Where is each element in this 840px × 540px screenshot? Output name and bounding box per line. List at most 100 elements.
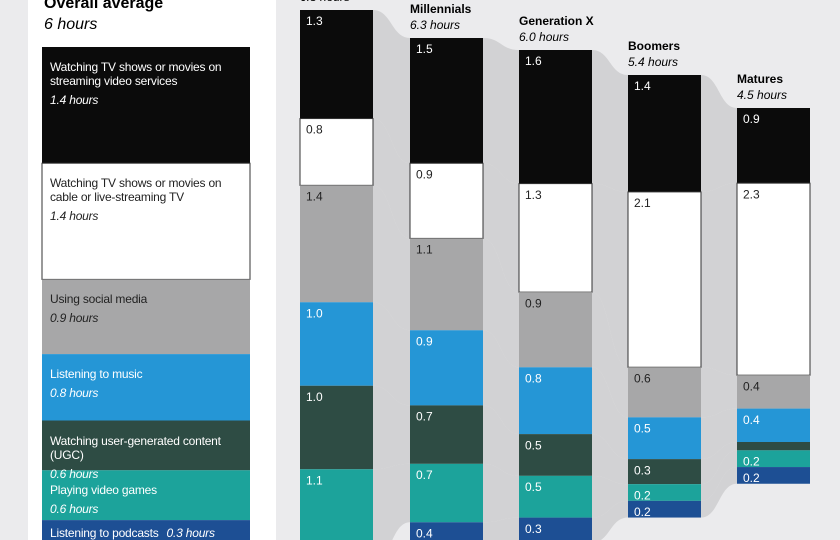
segment — [737, 467, 810, 484]
flow — [592, 367, 628, 460]
column-total: 6.0 hours — [519, 30, 569, 44]
segment — [628, 500, 701, 518]
column-name: Generation X — [519, 14, 594, 28]
series-name: Listening to podcasts — [50, 526, 159, 540]
segment — [410, 238, 483, 331]
flow — [483, 38, 519, 184]
flow — [701, 408, 737, 460]
value-label: 2.1 — [634, 196, 651, 210]
overall-segment — [42, 470, 250, 521]
value-label: 0.7 — [416, 468, 433, 482]
overall-segment — [42, 47, 250, 164]
flow — [592, 434, 628, 485]
value-label: 0.2 — [634, 488, 651, 502]
flow — [701, 367, 737, 418]
segment — [628, 367, 701, 418]
value-label: 1.0 — [306, 306, 323, 320]
segment — [300, 10, 373, 119]
value-label: 1.4 — [306, 190, 323, 204]
segment — [736, 182, 811, 376]
flow — [483, 517, 519, 540]
segment — [519, 434, 592, 476]
flow — [592, 500, 628, 540]
segment — [628, 459, 701, 485]
value-label: 1.6 — [525, 54, 542, 68]
flow — [701, 442, 737, 485]
value-label: 0.9 — [525, 296, 542, 310]
value-label: 2.3 — [743, 187, 760, 201]
value-label: 0.2 — [743, 455, 760, 469]
segment — [410, 463, 483, 523]
segment-label: Watching TV shows or movies on cable or … — [50, 176, 246, 223]
value-label: 0.2 — [634, 505, 651, 519]
column-name: Matures — [737, 72, 783, 86]
value-label: 1.3 — [306, 14, 323, 28]
segment — [628, 75, 701, 192]
flow — [592, 50, 628, 192]
column-total: 6.5 hours — [300, 0, 350, 4]
segment — [519, 475, 592, 518]
value-label: 0.6 hours — [50, 466, 99, 481]
value-label: 0.9 hours — [50, 311, 99, 326]
value-label: 1.4 — [634, 79, 651, 93]
segment-label: Listening to music 0.8 hours — [50, 367, 246, 400]
value-label: 0.3 — [634, 463, 651, 477]
flow — [701, 467, 737, 518]
value-label: 0.3 — [525, 522, 542, 536]
segment — [518, 183, 593, 293]
segment — [519, 50, 592, 184]
flow — [483, 163, 519, 293]
value-label: 1.1 — [306, 473, 323, 487]
series-name: Watching TV shows or movies on streaming… — [50, 60, 222, 88]
value-label: 1.3 — [525, 188, 542, 202]
value-label: 0.6 hours — [50, 502, 99, 517]
value-label: 0.9 — [743, 112, 760, 126]
value-label: 1.0 — [306, 390, 323, 404]
column-total: 5.4 hours — [628, 55, 678, 69]
segment — [628, 417, 701, 460]
overall-segment — [42, 354, 250, 421]
series-name: Listening to music — [50, 367, 143, 382]
value-label: 0.8 hours — [50, 386, 99, 401]
column-name: Boomers — [628, 39, 680, 53]
flow — [373, 10, 410, 164]
segment — [737, 408, 810, 442]
overall-segment — [42, 279, 250, 355]
flow — [592, 183, 628, 368]
value-label: 0.4 — [416, 526, 433, 540]
value-label: 1.1 — [416, 243, 433, 257]
flow — [373, 385, 410, 470]
value-label: 0.5 — [525, 480, 542, 494]
flows — [373, 10, 737, 540]
flow — [483, 238, 519, 368]
overall-total: 6 hours — [44, 16, 98, 33]
value-label: 0.8 — [306, 123, 323, 137]
series-name: Using social media — [50, 292, 148, 307]
segment — [627, 191, 702, 368]
series-name: Watching user-generated content (UGC) — [50, 433, 221, 462]
value-label: 0.8 — [525, 371, 542, 385]
segment — [737, 108, 810, 184]
segment — [519, 367, 592, 435]
flow — [483, 463, 519, 523]
segment-label: Watching TV shows or movies on streaming… — [50, 60, 246, 107]
segment — [410, 330, 483, 406]
overall-segment — [42, 520, 250, 540]
flow — [373, 463, 410, 540]
flow — [701, 450, 737, 501]
series-name: Watching TV shows or movies on cable or … — [50, 176, 222, 205]
segment — [300, 185, 373, 303]
value-label: 0.7 — [416, 410, 433, 424]
value-label: 1.4 hours — [50, 93, 99, 107]
flow — [373, 185, 410, 331]
value-label: 1.4 hours — [50, 209, 99, 224]
segment — [300, 302, 373, 386]
chart-title: Overall average — [44, 0, 164, 12]
segment — [409, 162, 484, 239]
segment-label: Using social media 0.9 hours — [50, 292, 246, 325]
segment — [519, 292, 592, 368]
series-name: Playing video games — [50, 483, 157, 498]
flow — [592, 475, 628, 518]
segment — [628, 484, 701, 501]
